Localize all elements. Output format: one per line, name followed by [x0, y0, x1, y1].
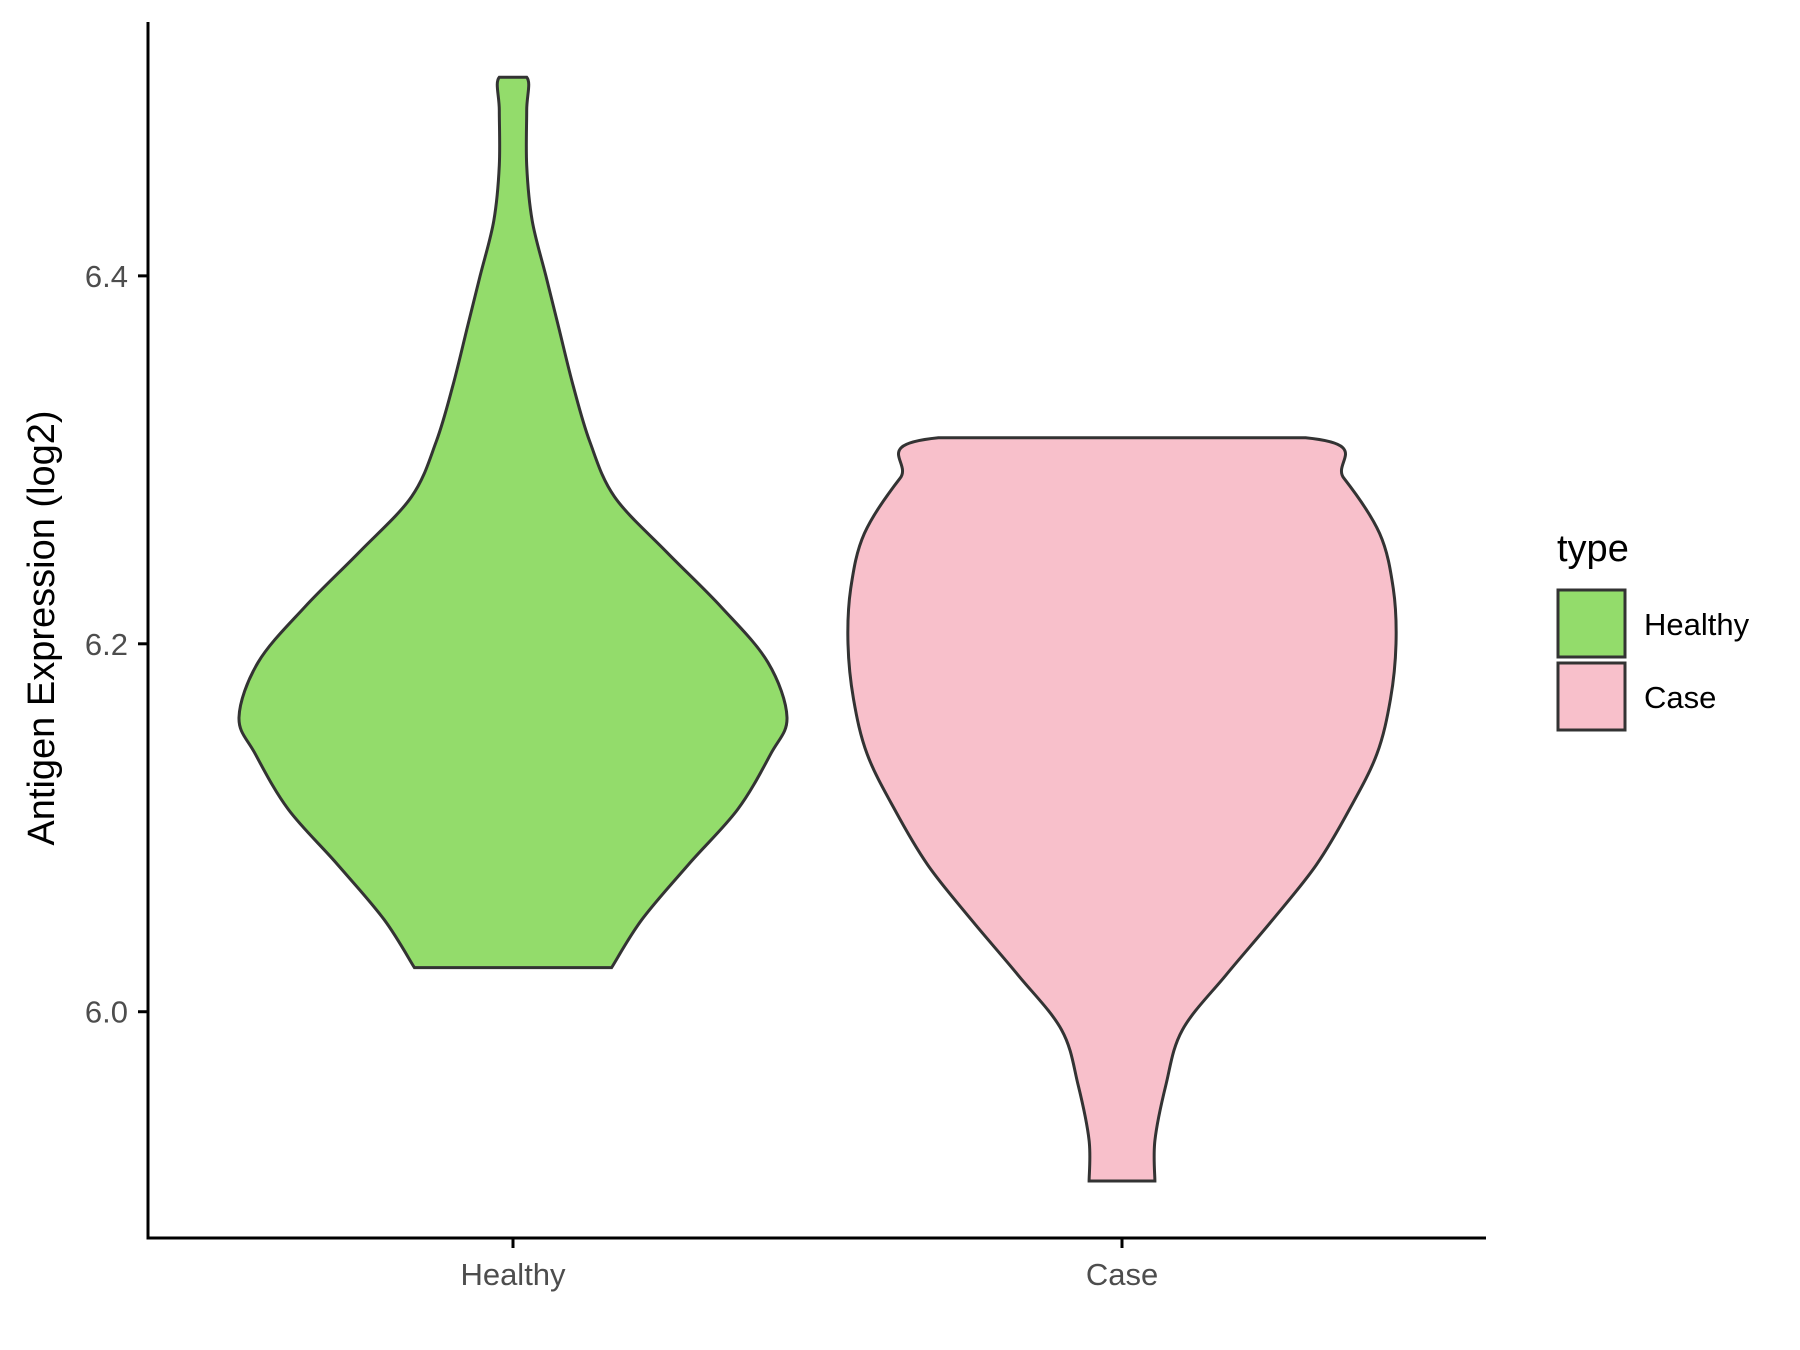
legend-entries: Healthy Case [1556, 588, 1750, 732]
y-tick-label: 6.0 [85, 995, 128, 1030]
violin-case [846, 436, 1398, 1183]
legend: type Healthy Case [1556, 528, 1750, 732]
violin-healthy [237, 75, 789, 970]
legend-title: type [1557, 528, 1629, 570]
x-tick-label: Healthy [460, 1257, 566, 1292]
violins-layer [237, 75, 1398, 1183]
y-ticks: 6.0 6.2 6.4 [85, 259, 148, 1030]
y-axis-title: Antigen Expression (log2) [21, 410, 63, 845]
y-tick-label: 6.2 [85, 627, 128, 662]
legend-label-healthy: Healthy [1644, 607, 1750, 642]
legend-key-case [1556, 661, 1627, 732]
x-tick-label: Case [1086, 1257, 1158, 1292]
x-ticks: Healthy Case [460, 1238, 1158, 1292]
y-tick-label: 6.4 [85, 259, 128, 294]
legend-key-healthy [1556, 588, 1627, 659]
legend-label-case: Case [1644, 680, 1716, 715]
